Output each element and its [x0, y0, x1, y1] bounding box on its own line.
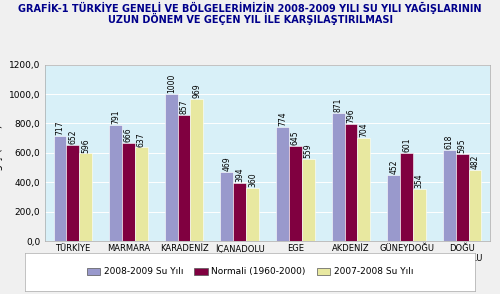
Bar: [358, 138, 370, 241]
Text: 652: 652: [68, 130, 78, 144]
Text: 469: 469: [222, 157, 232, 171]
Text: 559: 559: [304, 143, 312, 158]
Y-axis label: Yağış (mm): Yağış (mm): [0, 124, 3, 182]
Text: UZUN DÖNEM VE GEÇEN YIL İLE KARŞILAŞTIRILMASI: UZUN DÖNEM VE GEÇEN YIL İLE KARŞILAŞTIRI…: [108, 13, 393, 25]
Bar: [178, 115, 190, 241]
Bar: [456, 153, 468, 241]
Text: 796: 796: [346, 108, 356, 123]
Bar: [79, 153, 92, 241]
Text: 360: 360: [248, 173, 257, 187]
Text: 596: 596: [81, 138, 90, 153]
Bar: [66, 145, 79, 241]
Text: 452: 452: [390, 159, 398, 174]
Text: GRAFİK-1 TÜRKİYE GENELİ VE BÖLGELERİMİZİN 2008-2009 YILI SU YILI YAĞIŞLARININ: GRAFİK-1 TÜRKİYE GENELİ VE BÖLGELERİMİZİ…: [18, 1, 482, 14]
Bar: [332, 113, 344, 241]
Text: 394: 394: [235, 168, 244, 182]
Bar: [344, 124, 358, 241]
Text: 791: 791: [111, 109, 120, 124]
Text: 595: 595: [458, 138, 466, 153]
Bar: [135, 147, 147, 241]
Text: 717: 717: [56, 120, 64, 135]
Bar: [190, 98, 203, 241]
Bar: [109, 125, 122, 241]
Text: 704: 704: [359, 122, 368, 137]
Bar: [388, 175, 400, 241]
Text: 871: 871: [334, 98, 342, 112]
Text: 354: 354: [415, 173, 424, 188]
Text: 482: 482: [470, 155, 480, 169]
Bar: [234, 183, 246, 241]
Bar: [165, 94, 177, 241]
Text: 774: 774: [278, 112, 287, 126]
Bar: [443, 150, 456, 241]
Bar: [276, 127, 289, 241]
Text: 618: 618: [445, 135, 454, 149]
Text: 857: 857: [180, 100, 188, 114]
Text: 637: 637: [136, 132, 145, 146]
Bar: [246, 188, 259, 241]
Legend: 2008-2009 Su Yılı, Normali (1960-2000), 2007-2008 Su Yılı: 2008-2009 Su Yılı, Normali (1960-2000), …: [83, 264, 417, 280]
Bar: [302, 159, 314, 241]
Text: 666: 666: [124, 128, 133, 142]
Text: 969: 969: [192, 83, 202, 98]
Bar: [413, 189, 426, 241]
Text: 1000: 1000: [167, 74, 176, 93]
Text: 601: 601: [402, 137, 411, 152]
Bar: [289, 146, 302, 241]
Bar: [54, 136, 66, 241]
Bar: [400, 153, 413, 241]
Bar: [468, 170, 481, 241]
Bar: [220, 172, 234, 241]
Bar: [122, 143, 135, 241]
Text: 645: 645: [291, 131, 300, 145]
